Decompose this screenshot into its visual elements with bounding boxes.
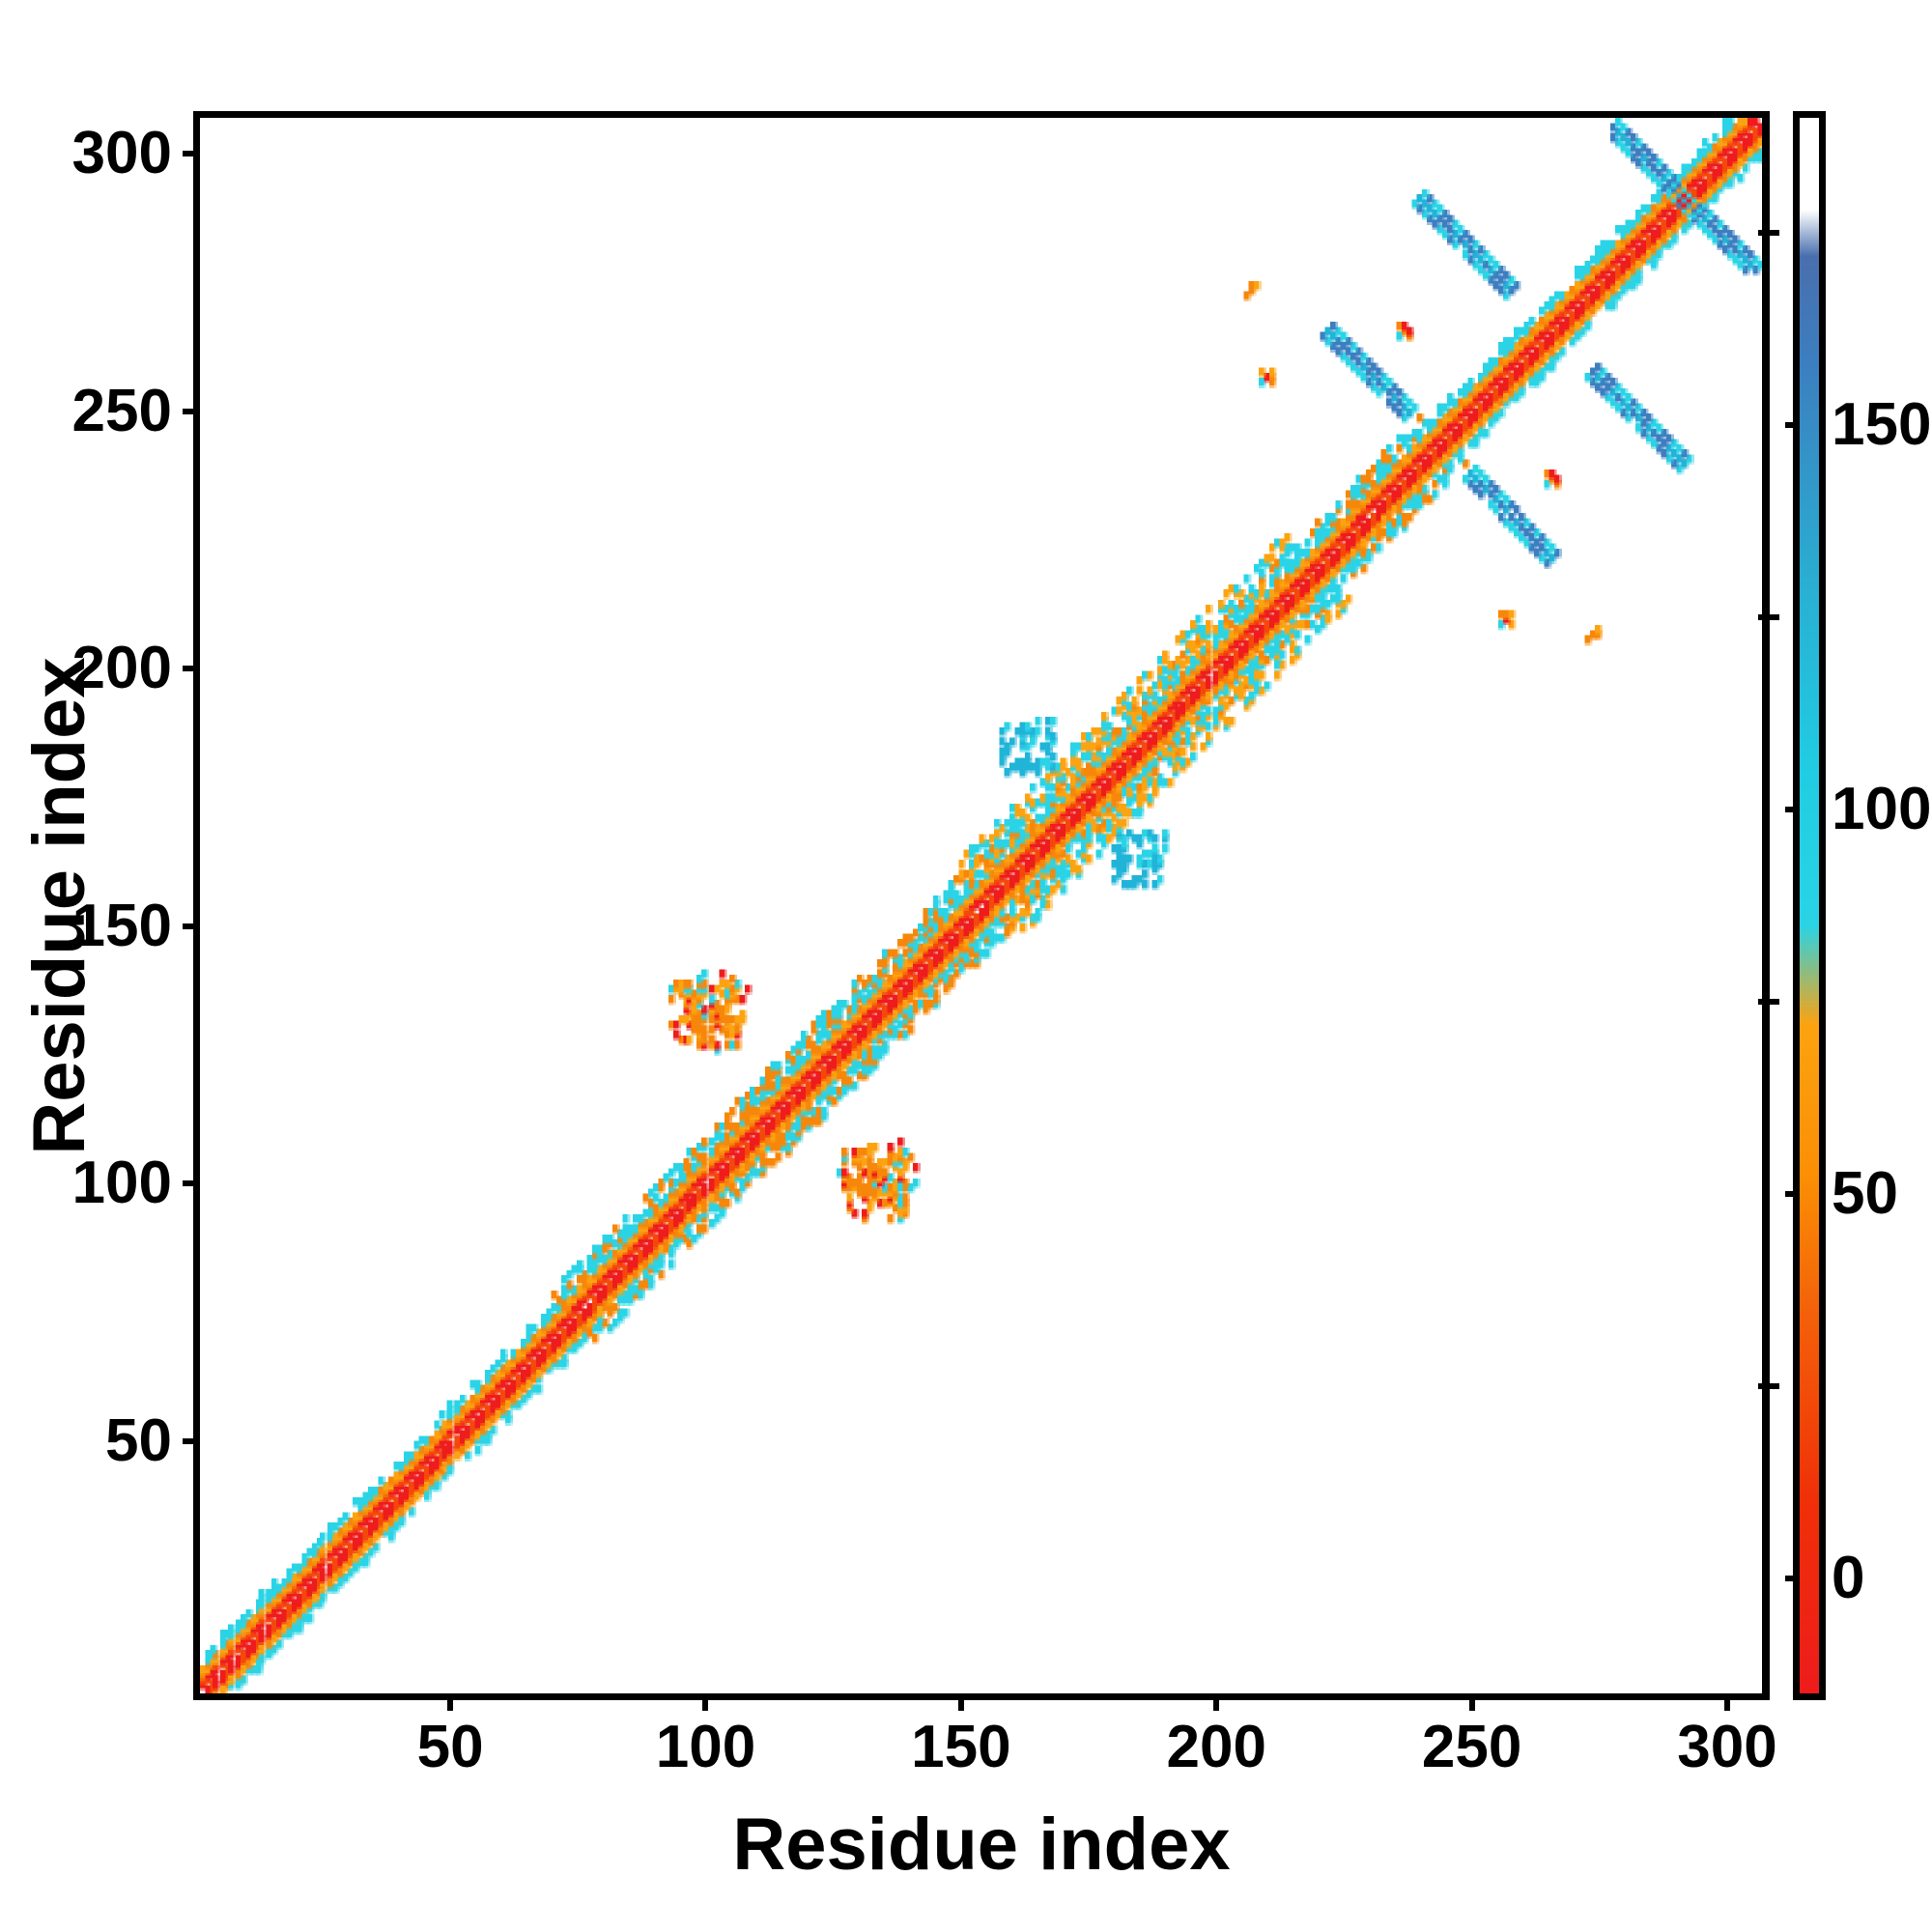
y-tick-label: 50 <box>105 1406 172 1474</box>
x-tick-mark <box>1468 1693 1475 1711</box>
colorbar <box>1793 111 1826 1700</box>
x-tick-label: 150 <box>911 1714 1011 1780</box>
y-tick-label: 250 <box>71 377 172 444</box>
colorbar-tick-mark <box>1785 422 1800 429</box>
y-tick-label: 200 <box>71 635 172 702</box>
y-axis-title: Residue index <box>18 657 100 1155</box>
x-tick-mark <box>1723 1693 1730 1711</box>
x-tick-label: 50 <box>416 1714 484 1780</box>
colorbar-minor-tick <box>1758 1382 1779 1389</box>
x-tick-label: 100 <box>655 1714 756 1780</box>
colorbar-tick-mark <box>1785 807 1800 813</box>
y-tick-mark <box>183 666 200 672</box>
y-tick-label: 150 <box>71 892 172 959</box>
x-tick-label: 200 <box>1166 1714 1266 1780</box>
x-tick-mark <box>447 1693 454 1711</box>
colorbar-minor-tick <box>1758 614 1779 621</box>
y-tick-label: 100 <box>71 1150 172 1217</box>
colorbar-tick-mark <box>1785 1575 1800 1581</box>
colorbar-minor-tick <box>1758 230 1779 237</box>
x-tick-label: 250 <box>1421 1714 1522 1780</box>
plot-area <box>193 111 1770 1700</box>
y-tick-mark <box>183 1180 200 1187</box>
x-tick-mark <box>1213 1693 1220 1711</box>
colorbar-minor-tick <box>1758 998 1779 1005</box>
y-tick-mark <box>183 923 200 929</box>
colorbar-tick-label: 50 <box>1832 1159 1898 1227</box>
colorbar-axis-spine <box>1762 111 1768 1700</box>
x-axis-title: Residue index <box>732 1804 1231 1886</box>
colorbar-tick-label: 100 <box>1832 776 1932 843</box>
colorbar-tick-mark <box>1785 1190 1800 1197</box>
x-tick-mark <box>702 1693 709 1711</box>
colorbar-tick-label: 150 <box>1832 391 1932 459</box>
y-tick-mark <box>183 408 200 414</box>
contact-map-heatmap <box>200 118 1763 1693</box>
y-tick-mark <box>183 1437 200 1444</box>
y-tick-label: 300 <box>71 120 172 187</box>
colorbar-gradient <box>1800 118 1819 1693</box>
x-tick-label: 300 <box>1677 1714 1777 1780</box>
x-tick-mark <box>957 1693 964 1711</box>
colorbar-tick-label: 0 <box>1832 1544 1865 1611</box>
y-tick-mark <box>183 151 200 157</box>
